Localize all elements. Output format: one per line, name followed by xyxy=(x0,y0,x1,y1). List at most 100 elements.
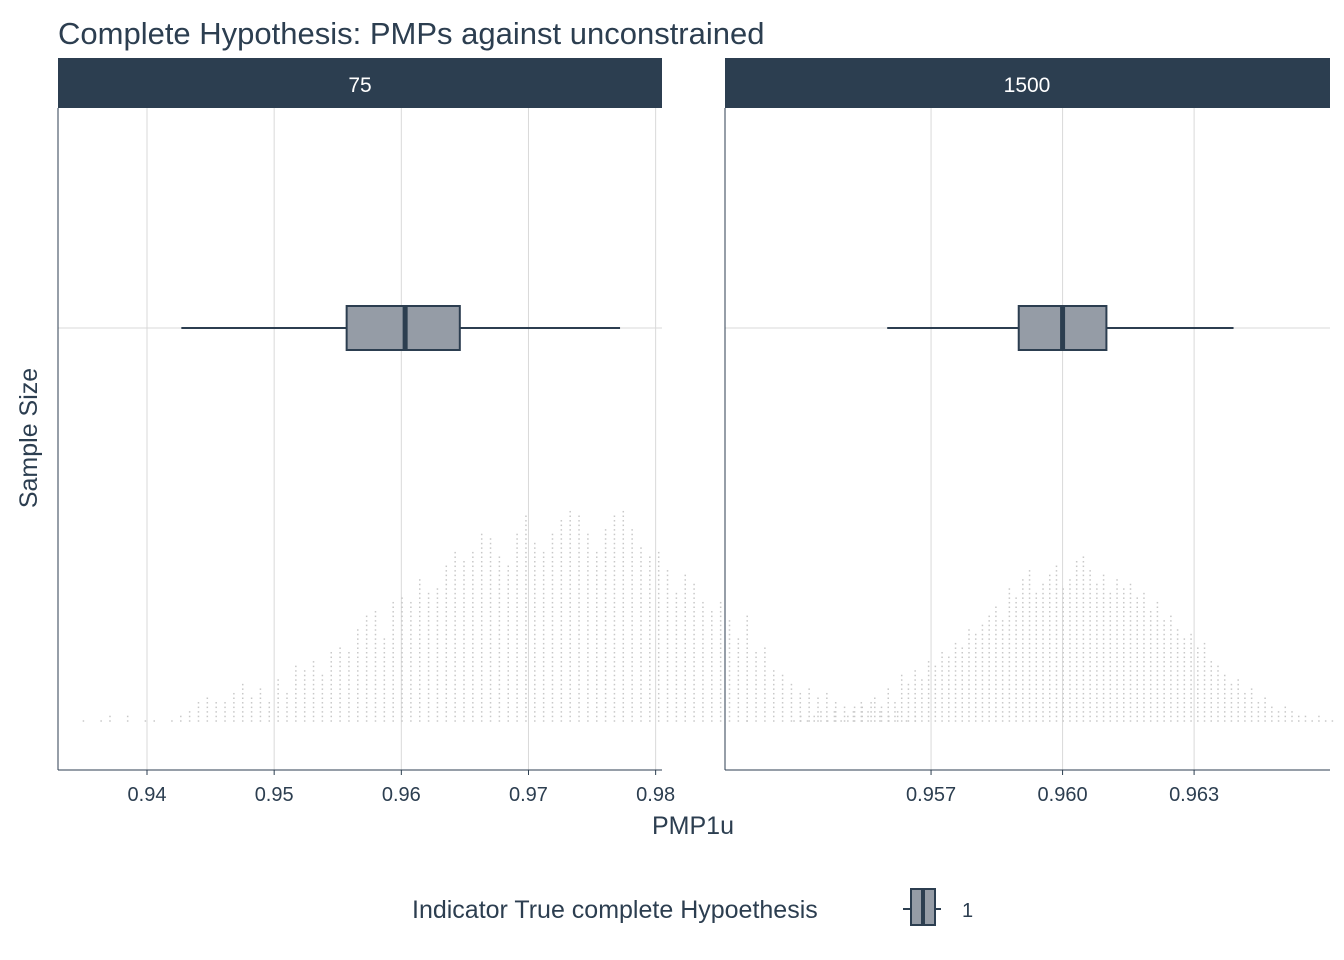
dot-stack xyxy=(693,583,695,722)
dot xyxy=(339,656,341,659)
dot xyxy=(595,692,598,695)
dot xyxy=(1163,629,1165,631)
dot xyxy=(1203,711,1206,713)
dot xyxy=(711,620,713,622)
dot xyxy=(649,611,651,613)
dot xyxy=(1096,702,1098,704)
dot xyxy=(1143,683,1145,686)
dot xyxy=(410,615,412,618)
dot xyxy=(1082,592,1085,595)
dot xyxy=(657,611,660,613)
dot xyxy=(357,661,359,663)
dot xyxy=(587,583,589,586)
dot xyxy=(1001,697,1004,699)
dot xyxy=(1163,638,1165,640)
dot xyxy=(578,551,580,554)
dot xyxy=(454,561,456,563)
dot xyxy=(295,706,297,709)
dot-stack xyxy=(905,720,908,722)
dot xyxy=(357,642,359,645)
dot xyxy=(277,683,279,686)
dot xyxy=(418,620,421,622)
dot xyxy=(1015,624,1017,627)
dot xyxy=(1102,588,1105,590)
dot-stack xyxy=(516,533,518,722)
dot xyxy=(622,561,625,563)
dot xyxy=(480,570,483,572)
dot xyxy=(312,711,315,713)
dot xyxy=(961,647,964,649)
dot xyxy=(1049,702,1051,704)
dot xyxy=(1008,697,1011,699)
dot xyxy=(569,583,571,586)
dot xyxy=(507,665,509,668)
dot xyxy=(954,670,957,672)
dot xyxy=(1055,638,1058,640)
dot xyxy=(224,715,226,718)
dot xyxy=(454,633,456,636)
dot xyxy=(250,702,253,704)
dot xyxy=(1109,665,1112,668)
dot xyxy=(472,633,474,636)
dot xyxy=(436,702,439,704)
dot xyxy=(834,720,837,722)
dot xyxy=(1109,706,1112,709)
dot xyxy=(1203,656,1206,659)
dot-stack xyxy=(870,702,872,722)
dot xyxy=(974,683,977,686)
dot xyxy=(995,606,997,608)
dot xyxy=(684,620,686,622)
dot xyxy=(1089,715,1091,718)
dot xyxy=(436,611,439,613)
dot xyxy=(880,706,883,709)
dot xyxy=(1197,665,1199,668)
dot xyxy=(569,715,571,718)
dot xyxy=(1089,702,1091,704)
dot xyxy=(498,665,501,668)
dot xyxy=(728,656,731,659)
dot xyxy=(1183,647,1186,649)
panel-strip xyxy=(725,58,1330,108)
dot xyxy=(1197,715,1199,718)
dot xyxy=(702,656,704,659)
dot xyxy=(1143,592,1145,595)
dot xyxy=(587,556,589,558)
dot xyxy=(666,697,669,699)
dot xyxy=(498,706,501,709)
dot xyxy=(808,711,810,713)
dot xyxy=(1089,683,1091,686)
dot xyxy=(1001,711,1004,713)
dot xyxy=(551,606,554,608)
dot xyxy=(1049,692,1051,695)
dot xyxy=(392,683,394,686)
dot xyxy=(657,561,660,563)
dot xyxy=(746,620,748,622)
dot xyxy=(631,674,633,677)
dot xyxy=(1183,711,1186,713)
dot xyxy=(595,561,598,563)
dot xyxy=(241,683,244,686)
x-tick-label: 0.957 xyxy=(906,784,956,806)
dot xyxy=(684,588,686,590)
dot-stack xyxy=(640,547,642,722)
dot xyxy=(675,620,678,622)
dot xyxy=(1217,665,1219,668)
dot-stack xyxy=(1311,720,1313,722)
dot xyxy=(1055,579,1058,581)
dot xyxy=(542,656,545,659)
dot xyxy=(560,547,563,549)
dot xyxy=(1015,688,1017,690)
dot xyxy=(578,697,580,699)
dot xyxy=(1082,565,1085,568)
dot xyxy=(1096,652,1098,654)
dot xyxy=(489,711,492,713)
dot xyxy=(684,702,686,704)
dot xyxy=(684,574,686,577)
dot xyxy=(657,661,660,663)
dot xyxy=(595,601,598,604)
dot xyxy=(525,556,527,558)
dot xyxy=(961,692,964,695)
dot-stack xyxy=(250,697,253,722)
dot xyxy=(693,642,695,645)
dot xyxy=(894,715,896,718)
